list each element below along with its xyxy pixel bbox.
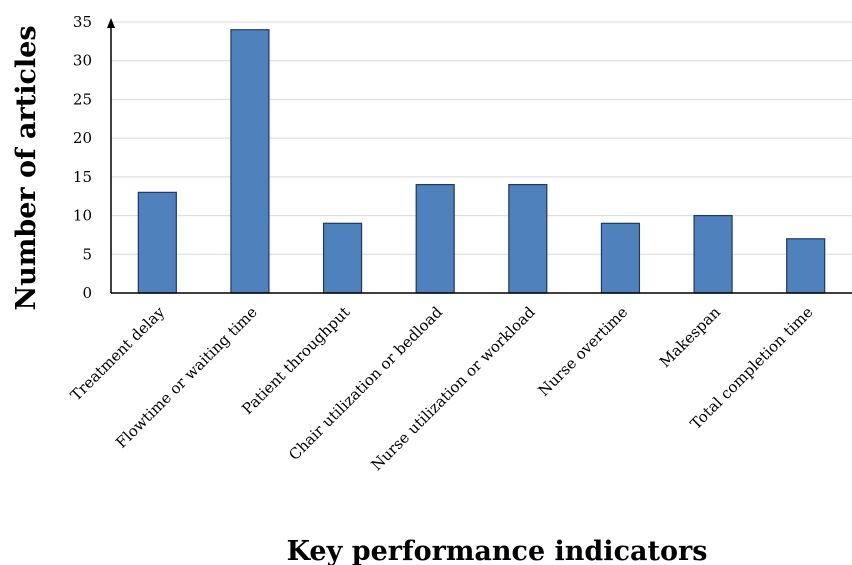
- axes: [107, 18, 852, 293]
- x-axis-title: Key performance indicators: [287, 536, 708, 565]
- bars: [138, 30, 824, 293]
- bar: [138, 192, 176, 293]
- y-axis-title: Number of articles: [11, 25, 42, 310]
- y-tick-label: 35: [73, 13, 92, 31]
- bar: [231, 30, 269, 293]
- bar: [509, 185, 547, 293]
- bar: [787, 239, 825, 293]
- bar: [601, 223, 639, 293]
- y-tick-label: 20: [73, 129, 92, 147]
- gridlines: [111, 22, 852, 254]
- y-axis-arrow: [107, 18, 115, 28]
- x-category-label: Treatment delay: [67, 303, 169, 405]
- bar: [694, 216, 732, 293]
- y-tick-label: 25: [73, 90, 92, 108]
- y-tick-label: 10: [73, 207, 92, 225]
- x-category-label: Makespan: [656, 303, 724, 371]
- y-tick-label: 0: [82, 284, 92, 302]
- bar: [416, 185, 454, 293]
- x-category-label: Nurse overtime: [535, 303, 632, 400]
- x-category-label: Nurse utilization or workload: [368, 303, 539, 474]
- y-tick-label: 30: [73, 52, 92, 70]
- y-tick-label: 15: [73, 168, 92, 186]
- y-tick-label: 5: [82, 245, 92, 263]
- x-category-label: Chair utilization or bedload: [285, 303, 446, 464]
- y-tick-labels: 0 5 10 15 20 25 30 35: [73, 13, 92, 302]
- bar: [324, 223, 362, 293]
